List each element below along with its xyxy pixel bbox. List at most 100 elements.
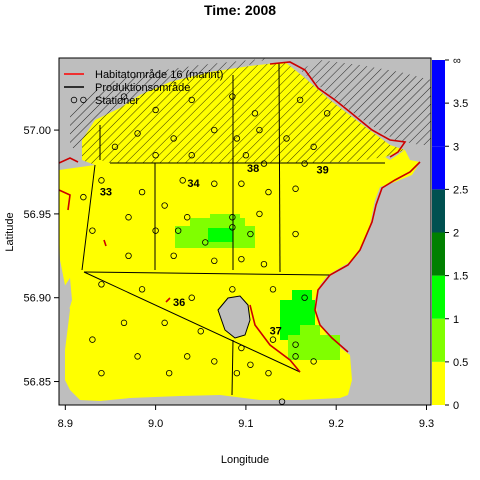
y-tick-label: 56.90 — [23, 293, 51, 305]
station-marker — [265, 369, 272, 377]
zone-labels: 33 34 38 39 36 37 — [100, 163, 329, 338]
station-marker — [233, 135, 241, 142]
station-marker — [125, 214, 132, 221]
station-marker — [120, 93, 128, 100]
station-marker — [301, 294, 308, 301]
station-marker — [211, 180, 218, 187]
station-marker — [111, 143, 119, 151]
legend-label: Produktionsområde — [95, 82, 190, 94]
legend-label: Stationer — [95, 95, 139, 107]
x-axis-label: Longitude — [221, 454, 269, 466]
colorbar-bin — [432, 146, 445, 190]
colorbar-tick-label: 3.5 — [453, 98, 468, 110]
map-legend: Habitatområde 16 (marint)Produktionsområ… — [64, 69, 223, 107]
station-marker — [310, 143, 317, 151]
habitat-outline — [59, 61, 421, 373]
station-marker — [251, 110, 259, 117]
station-marker — [292, 185, 299, 192]
station-marker — [238, 255, 245, 263]
colorbar-bin — [432, 189, 445, 233]
station-marker — [161, 319, 168, 327]
station-marker — [125, 252, 132, 260]
station-marker — [138, 286, 146, 293]
station-marker — [265, 188, 272, 196]
chart-title: Time: 2008 — [204, 2, 276, 18]
station-marker — [269, 336, 277, 343]
station-marker — [134, 353, 141, 360]
plot-frame — [58, 57, 432, 406]
y-tick-label: 56.85 — [23, 377, 51, 389]
colorbar-tick-label: 2 — [453, 228, 459, 240]
station-marker — [174, 227, 182, 234]
x-tick-label: 8.9 — [58, 418, 73, 430]
station-marker — [211, 126, 218, 134]
station-marker — [229, 214, 236, 221]
green-patch-east — [280, 290, 340, 360]
legend-circle-swatch — [70, 96, 78, 104]
colorbar-tick-label: 1 — [453, 314, 459, 326]
station-marker — [211, 358, 218, 365]
station-marker — [310, 358, 317, 365]
station-marker — [152, 152, 159, 159]
production-hatch — [82, 62, 405, 165]
colorbar-tick-label: 2.5 — [453, 184, 468, 196]
hatch-northeast — [300, 60, 431, 145]
station-marker — [152, 106, 159, 114]
station-marker — [188, 96, 195, 104]
colorbar-bin — [432, 361, 445, 405]
zone-label: 37 — [270, 326, 282, 338]
production-boundaries — [81, 62, 385, 396]
colorbar-bin — [432, 275, 445, 319]
station-marker — [80, 193, 87, 201]
station-marker — [301, 160, 308, 167]
colorbar-tick-label: 3 — [453, 141, 459, 153]
station-marker — [242, 152, 250, 159]
station-marker — [138, 188, 146, 196]
station-marker — [98, 177, 105, 184]
station-marker — [184, 353, 191, 360]
x-tick-label: 9.1 — [238, 418, 253, 430]
station-marker — [292, 341, 299, 348]
station-marker — [283, 135, 290, 142]
zone-label: 36 — [173, 297, 185, 309]
station-marker — [89, 336, 96, 343]
station-marker — [89, 227, 96, 234]
station-marker — [179, 177, 186, 184]
zone-label: 34 — [187, 178, 200, 190]
colorbar-bin — [432, 318, 445, 362]
x-axis: 8.9 9.0 9.1 9.2 9.3 — [58, 405, 434, 430]
colorbar-bin — [432, 60, 445, 147]
station-marker — [152, 227, 159, 234]
station-marker — [229, 224, 236, 231]
station-marker — [134, 130, 141, 137]
y-tick-label: 56.95 — [23, 209, 51, 221]
station-marker — [120, 319, 128, 327]
station-marker — [256, 210, 263, 218]
station-marker — [202, 239, 209, 246]
station-marker — [238, 180, 245, 187]
colorbar-tick-label: ∞ — [453, 55, 461, 67]
station-marker — [256, 126, 263, 134]
station-marker — [229, 93, 236, 100]
colorbar: 0 0.5 1 1.5 2 2.5 3 3.5 ∞ — [432, 55, 468, 412]
green-patch-west — [175, 214, 255, 248]
x-tick-label: 9.2 — [329, 418, 344, 430]
y-axis-label: Latitude — [4, 212, 16, 251]
station-marker — [161, 202, 168, 209]
map-plot-area: 33 34 38 39 36 37 — [59, 58, 431, 405]
legend-label: Habitatområde 16 (marint) — [95, 69, 223, 81]
station-marker — [188, 152, 195, 159]
station-marker — [188, 294, 195, 301]
station-marker — [197, 328, 204, 335]
station-marker — [260, 160, 268, 167]
station-marker — [211, 257, 218, 265]
station-marker — [233, 369, 241, 377]
colorbar-tick-label: 0 — [453, 400, 459, 412]
station-marker — [296, 96, 304, 104]
station-marker — [229, 286, 236, 293]
station-marker — [269, 286, 277, 293]
station-marker — [98, 281, 105, 288]
colorbar-tick-label: 1.5 — [453, 271, 468, 283]
zone-label: 33 — [100, 186, 112, 198]
station-marker — [278, 398, 286, 405]
